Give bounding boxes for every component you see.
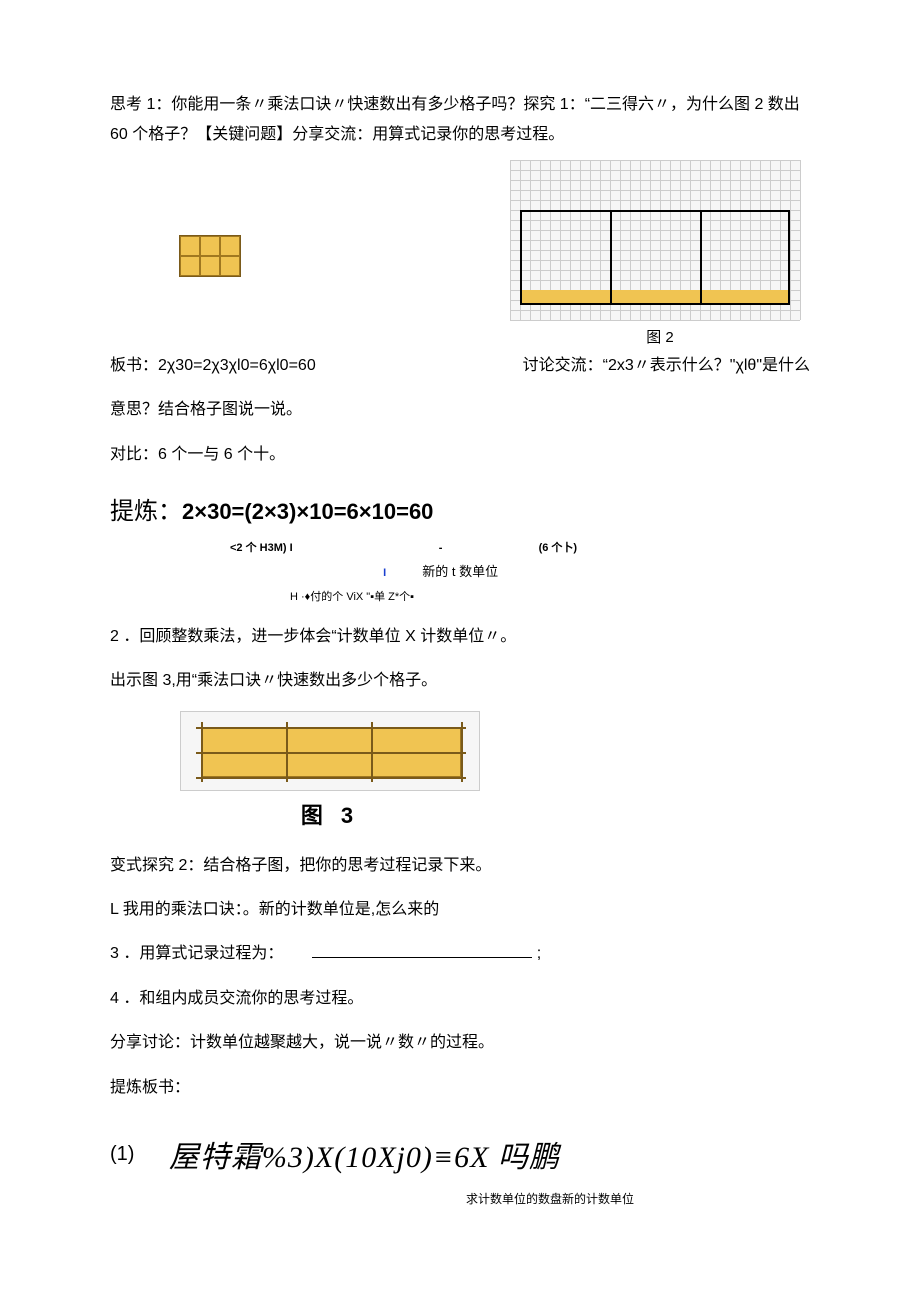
refine-equation: 2×30=(2×3)×10=6×10=60 [182, 499, 433, 524]
board-text-left: 板书：2χ30=2χ3χl0=6χl0=60 [110, 351, 523, 381]
paragraph-meaning: 意思？结合格子图说一说。 [110, 395, 810, 425]
figure-2-wrap: 图 2 [510, 160, 810, 353]
equation-main: 屋特霜%3)X(10Xj0)≡6X 吗鹏 [169, 1129, 560, 1186]
fill-blank[interactable] [312, 944, 532, 958]
paragraph-6: 3 ．用算式记录过程为： ; [110, 939, 810, 969]
board-row: 板书：2χ30=2χ3χl0=6χl0=60 讨论交流：“2x3〃表示什么？"χ… [110, 351, 810, 381]
paragraph-8: 分享讨论：计数单位越聚越大，说一说〃数〃的过程。 [110, 1028, 810, 1058]
p6-prefix: 3 ．用算式记录过程为： [110, 945, 283, 962]
figure-3-wrap: 图 3 [180, 711, 480, 837]
paragraph-3: 出示图 3,用“乘法口诀〃快速数出多少个格子。 [110, 666, 810, 696]
figure-2-grid [510, 160, 800, 320]
refine-heading: 提炼：2×30=(2×3)×10=6×10=60 [110, 490, 810, 536]
refine-annot-1: <2 个 H3M) I - (6 个卜) [230, 538, 810, 559]
annot-blue-mark: I [383, 567, 386, 579]
refine-annot-2: H ·♦付的个 ViX "▪单 Z*个▪ [290, 587, 810, 608]
paragraph-2: 2 ．回顾整数乘法，进一步体会“计数单位 X 计数单位〃。 [110, 622, 810, 652]
equation-block: (1) 屋特霜%3)X(10Xj0)≡6X 吗鹏 求计数单位的数盘新的计数单位 [110, 1129, 810, 1211]
equation-sub: 求计数单位的数盘新的计数单位 [290, 1188, 810, 1211]
board-text-right: 讨论交流：“2x3〃表示什么？"χlθ"是什么 [523, 351, 810, 381]
annot1-mid: - [439, 542, 443, 554]
paragraph-9: 提炼板书： [110, 1073, 810, 1103]
figure-3-grid [180, 711, 480, 791]
paragraph-intro: 思考 1：你能用一条〃乘法口诀〃快速数出有多少格子吗？探究 1：“二三得六〃，为… [110, 90, 810, 151]
annot1-right: (6 个卜) [539, 542, 578, 554]
figure-1-wrap [110, 235, 310, 277]
paragraph-4: 变式探究 2：结合格子图，把你的思考过程记录下来。 [110, 851, 810, 881]
paragraph-7: 4 ．和组内成员交流你的思考过程。 [110, 984, 810, 1014]
figure-1-grid [179, 235, 241, 277]
paragraph-compare: 对比：6 个一与 6 个十。 [110, 440, 810, 470]
annot-mid-text: 新的 t 数单位 [422, 564, 498, 579]
refine-prefix: 提炼： [110, 499, 182, 525]
refine-annot-blue-row: I 新的 t 数单位 [230, 560, 810, 585]
annot1-left: <2 个 H3M) I [230, 542, 293, 554]
figure-3-caption: 图 3 [180, 795, 480, 837]
equation-number: (1) [110, 1135, 134, 1173]
p6-suffix: ; [537, 945, 541, 962]
figures-row: 图 2 [110, 171, 810, 341]
figure-2-caption: 图 2 [510, 324, 810, 353]
paragraph-5: L 我用的乘法口诀：。新的计数单位是,怎么来的 [110, 895, 810, 925]
